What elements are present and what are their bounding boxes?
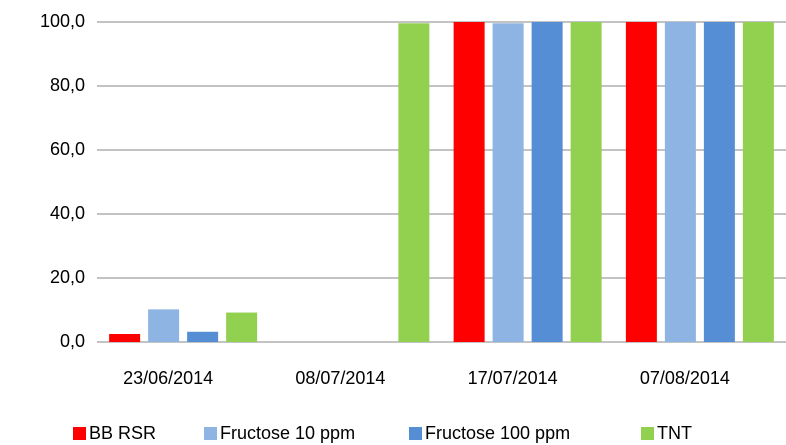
x-tick-label: 07/08/2014 [640,368,730,388]
bar [226,312,258,342]
bar [398,23,430,343]
legend-label: BB RSR [89,423,156,443]
y-tick-label: 40,0 [50,203,85,223]
y-tick-label: 0,0 [60,331,85,351]
bar [492,23,524,343]
bar [187,331,219,342]
legend-swatch [641,427,654,440]
y-tick-label: 100,0 [40,11,85,31]
legend-swatch [409,427,422,440]
bar [109,334,141,342]
bar [664,22,696,342]
x-tick-label: 08/07/2014 [295,368,385,388]
bar [531,22,563,342]
x-tick-label: 17/07/2014 [468,368,558,388]
legend-swatch [204,427,217,440]
bar [625,22,657,342]
bar [703,22,735,342]
bar [453,22,485,342]
y-tick-label: 80,0 [50,75,85,95]
legend-label: Fructose 100 ppm [425,423,570,443]
legend-swatch [73,427,86,440]
y-tick-label: 60,0 [50,139,85,159]
legend-label: Fructose 10 ppm [220,423,355,443]
legend-label: TNT [657,423,692,443]
x-tick-label: 23/06/2014 [123,368,213,388]
bar [148,309,180,342]
bar [742,22,774,342]
y-tick-label: 20,0 [50,267,85,287]
bar [570,22,602,342]
